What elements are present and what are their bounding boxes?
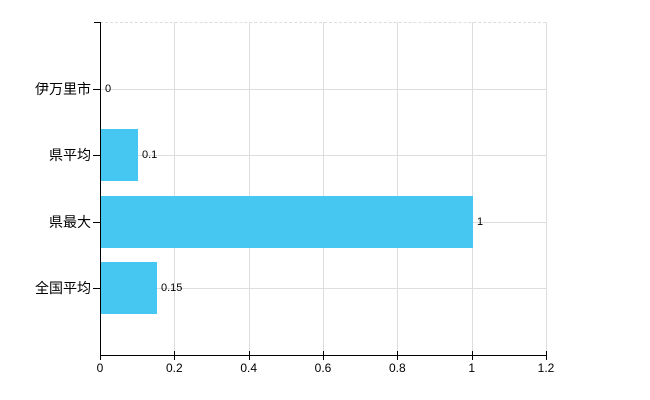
x-tick-mark — [100, 351, 101, 360]
vertical-gridline — [174, 22, 176, 355]
bar-value-label: 0 — [105, 82, 112, 95]
y-tick-mark — [93, 288, 100, 290]
x-tick-mark — [323, 351, 324, 360]
x-tick-label: 1 — [468, 361, 475, 375]
bar-value-label: 1 — [477, 215, 484, 228]
category-label: 県平均 — [49, 147, 91, 164]
horizontal-gridline — [100, 88, 546, 90]
x-tick-mark — [397, 351, 399, 360]
y-tick-mark — [93, 88, 100, 90]
y-tick-mark — [93, 221, 100, 223]
y-axis-line — [100, 22, 101, 356]
x-tick-label: 0.6 — [314, 361, 332, 375]
x-tick-label: 1.2 — [537, 361, 555, 375]
y-tick-mark — [93, 155, 100, 157]
x-tick-mark — [174, 351, 176, 360]
plot-border-right — [546, 22, 547, 355]
bar — [101, 195, 473, 248]
plot-border-top — [100, 22, 546, 23]
vertical-gridline — [397, 22, 399, 355]
x-tick-label: 0.8 — [388, 361, 406, 375]
x-tick-label: 0.4 — [240, 361, 257, 375]
category-label: 伊万里市 — [35, 80, 91, 97]
x-tick-label: 0.2 — [165, 361, 183, 375]
bar — [101, 129, 138, 182]
category-label: 全国平均 — [35, 280, 91, 297]
x-tick-mark — [546, 351, 547, 360]
category-label: 県最大 — [49, 213, 91, 230]
vertical-gridline — [248, 22, 250, 355]
bar-value-label: 0.1 — [142, 149, 158, 162]
x-tick-mark — [471, 351, 473, 360]
vertical-gridline — [323, 22, 324, 355]
x-tick-label: 0 — [96, 361, 104, 375]
bar-value-label: 0.15 — [161, 282, 183, 295]
horizontal-gridline — [100, 288, 546, 290]
vertical-gridline — [471, 22, 473, 355]
bar — [101, 262, 157, 315]
y-axis-end-tick — [94, 22, 100, 23]
horizontal-gridline — [100, 155, 546, 157]
x-tick-mark — [248, 351, 250, 360]
